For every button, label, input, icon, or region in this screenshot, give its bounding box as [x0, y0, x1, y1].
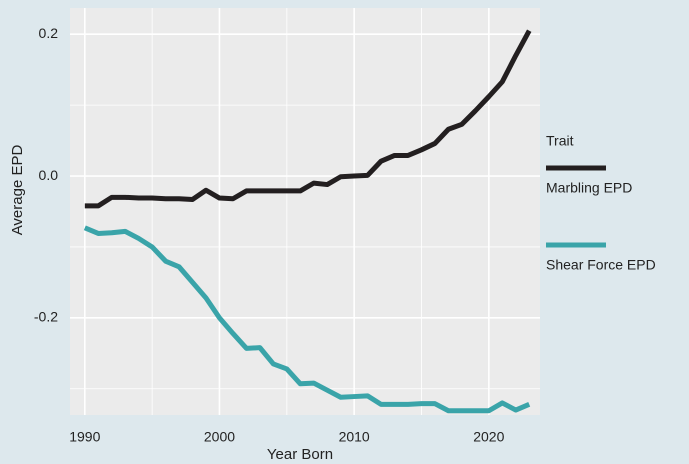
x-tick-label: 2010 [339, 429, 370, 445]
panel [70, 8, 540, 415]
x-tick-label: 2000 [204, 429, 235, 445]
x-axis-label: Year Born [267, 446, 333, 463]
y-tick-label: 0.0 [39, 167, 59, 183]
y-tick-label: 0.2 [39, 25, 59, 41]
line [84, 29, 532, 209]
x-tick-label: 1990 [69, 429, 100, 445]
y-axis-label: Average EPD [9, 145, 26, 236]
legend-title: Trait [546, 133, 574, 149]
y-tick-label: -0.2 [34, 309, 58, 325]
legend-label: Marbling EPD [546, 180, 632, 196]
legend-label: Shear Force EPD [546, 257, 656, 273]
x-tick-label: 2020 [473, 429, 504, 445]
line [83, 225, 531, 414]
